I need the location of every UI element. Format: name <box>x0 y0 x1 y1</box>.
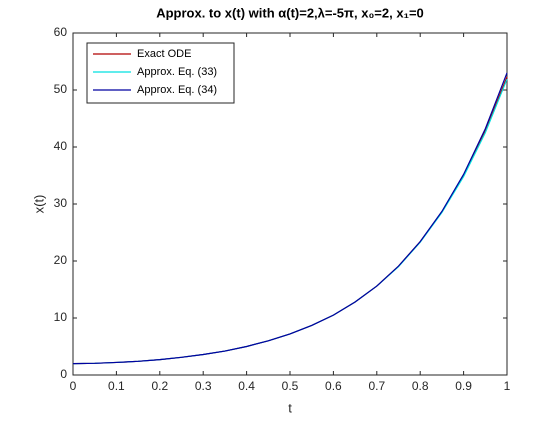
y-tick-label: 50 <box>54 82 68 96</box>
y-tick-label: 10 <box>54 310 68 324</box>
legend-label: Exact ODE <box>137 48 191 60</box>
legend-box <box>86 42 235 104</box>
x-tick-label: 0.5 <box>282 379 299 393</box>
y-tick-label: 30 <box>54 196 68 210</box>
legend-label: Approx. Eq. (34) <box>137 84 217 96</box>
y-tick-label: 60 <box>54 25 68 39</box>
y-axis-label: x(t) <box>31 195 46 214</box>
x-tick-label: 0.7 <box>368 379 385 393</box>
x-tick-label: 0.9 <box>455 379 472 393</box>
x-tick-label: 0.6 <box>325 379 342 393</box>
y-tick-label: 20 <box>54 253 68 267</box>
chart-title: Approx. to x(t) with α(t)=2,λ=-5π, x₀=2,… <box>156 5 424 20</box>
x-tick-label: 1 <box>504 379 511 393</box>
x-tick-label: 0.1 <box>108 379 125 393</box>
x-tick-label: 0.8 <box>412 379 429 393</box>
y-tick-label: 0 <box>60 367 67 381</box>
x-tick-label: 0.4 <box>238 379 255 393</box>
x-axis-label: t <box>288 400 292 415</box>
x-tick-label: 0 <box>70 379 77 393</box>
line-series <box>72 72 508 365</box>
legend-label: Approx. Eq. (33) <box>137 66 217 78</box>
x-tick-label: 0.3 <box>195 379 212 393</box>
x-tick-label: 0.2 <box>151 379 168 393</box>
y-tick-label: 40 <box>54 139 68 153</box>
